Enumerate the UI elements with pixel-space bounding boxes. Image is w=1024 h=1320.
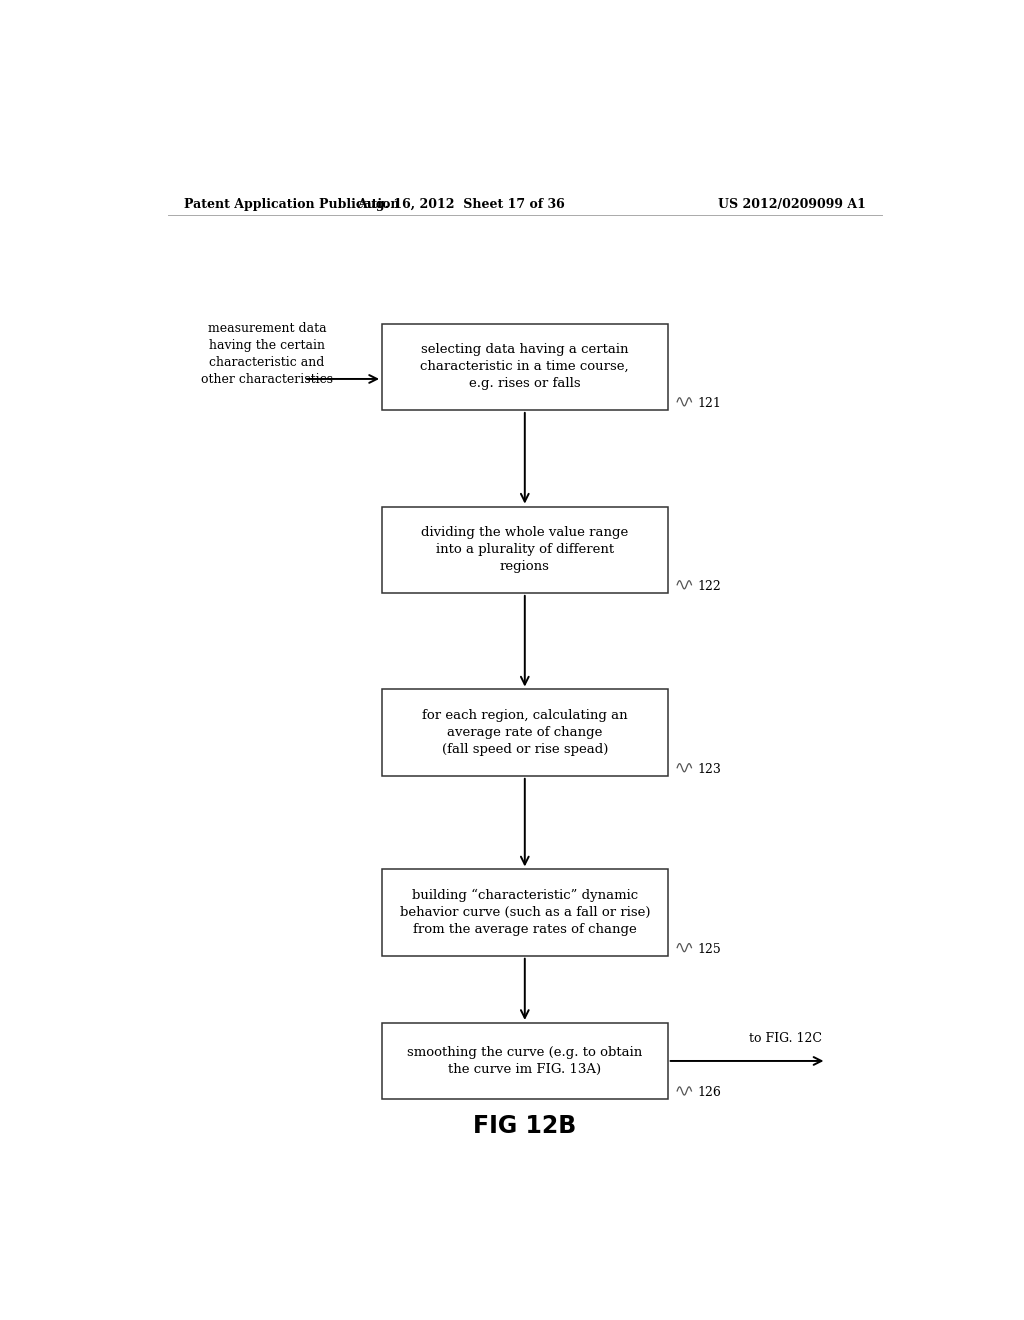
Text: 122: 122 <box>697 581 721 593</box>
Text: selecting data having a certain
characteristic in a time course,
e.g. rises or f: selecting data having a certain characte… <box>421 343 629 391</box>
Text: dividing the whole value range
into a plurality of different
regions: dividing the whole value range into a pl… <box>421 527 629 573</box>
Text: 123: 123 <box>697 763 721 776</box>
Text: smoothing the curve (e.g. to obtain
the curve im FIG. 13A): smoothing the curve (e.g. to obtain the … <box>408 1045 642 1076</box>
FancyBboxPatch shape <box>382 870 668 956</box>
Text: Patent Application Publication: Patent Application Publication <box>183 198 399 211</box>
Text: 121: 121 <box>697 397 721 411</box>
Text: US 2012/0209099 A1: US 2012/0209099 A1 <box>718 198 866 211</box>
FancyBboxPatch shape <box>382 507 668 593</box>
Text: building “characteristic” dynamic
behavior curve (such as a fall or rise)
from t: building “characteristic” dynamic behavi… <box>399 888 650 936</box>
FancyBboxPatch shape <box>382 1023 668 1100</box>
FancyBboxPatch shape <box>382 323 668 411</box>
Text: 125: 125 <box>697 944 721 956</box>
FancyBboxPatch shape <box>382 689 668 776</box>
Text: to FIG. 12C: to FIG. 12C <box>750 1032 822 1045</box>
Text: Aug. 16, 2012  Sheet 17 of 36: Aug. 16, 2012 Sheet 17 of 36 <box>357 198 565 211</box>
Text: for each region, calculating an
average rate of change
(fall speed or rise spead: for each region, calculating an average … <box>422 709 628 756</box>
Text: FIG 12B: FIG 12B <box>473 1114 577 1138</box>
Text: 126: 126 <box>697 1086 721 1100</box>
Text: measurement data
having the certain
characteristic and
other characteristics: measurement data having the certain char… <box>201 322 333 385</box>
